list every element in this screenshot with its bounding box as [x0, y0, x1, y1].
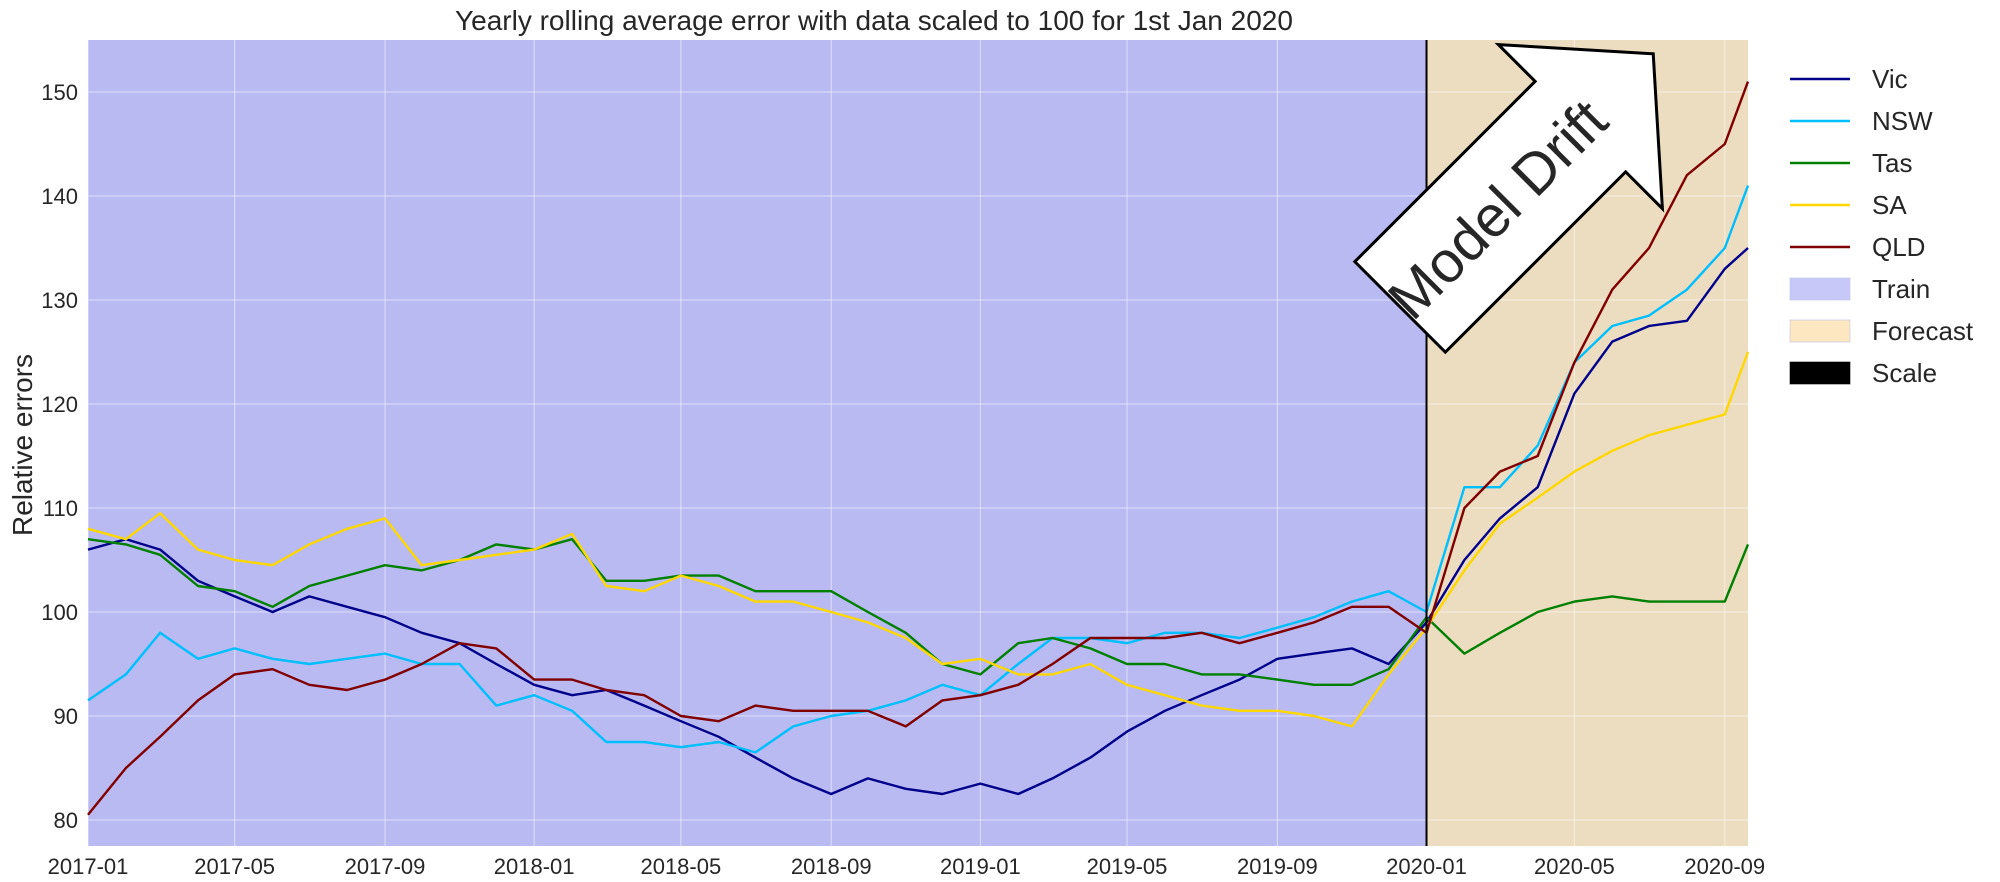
- legend-label: SA: [1872, 190, 1907, 220]
- y-axis-label: Relative errors: [7, 354, 38, 536]
- legend-item-scale: Scale: [1789, 358, 1937, 388]
- legend-label: Forecast: [1872, 316, 1974, 346]
- y-tick-label: 100: [41, 600, 78, 625]
- x-tick-label: 2020-05: [1534, 854, 1615, 879]
- series-line-qld: [87, 81, 1750, 816]
- y-tick-label: 130: [41, 288, 78, 313]
- legend: Vic NSW Tas SA QLD Train Forecast Scale: [1789, 64, 1974, 388]
- x-tick-label: 2017-09: [345, 854, 426, 879]
- y-tick-label: 80: [54, 808, 78, 833]
- legend-item-forecast: Forecast: [1789, 316, 1974, 346]
- legend-item-nsw: NSW: [1790, 106, 1933, 136]
- x-tick-label: 2017-05: [194, 854, 275, 879]
- y-axis-ticks: 80 90 100 110 120 130 140 150: [41, 80, 78, 833]
- legend-swatch: [1789, 361, 1851, 385]
- legend-item-tas: Tas: [1790, 148, 1912, 178]
- x-tick-label: 2018-01: [494, 854, 575, 879]
- legend-label: QLD: [1872, 232, 1925, 262]
- x-tick-label: 2020-01: [1386, 854, 1467, 879]
- legend-item-qld: QLD: [1790, 232, 1925, 262]
- x-tick-label: 2019-05: [1087, 854, 1168, 879]
- legend-item-vic: Vic: [1790, 64, 1908, 94]
- series-lines: [87, 81, 1750, 816]
- series-line-vic: [87, 247, 1749, 796]
- x-tick-label: 2019-09: [1237, 854, 1318, 879]
- legend-label: Vic: [1872, 64, 1908, 94]
- y-tick-label: 110: [43, 496, 78, 521]
- y-tick-label: 150: [41, 80, 78, 105]
- shaded-regions: [88, 40, 1748, 846]
- legend-label: Train: [1872, 274, 1930, 304]
- y-tick-label: 140: [41, 184, 78, 209]
- y-tick-label: 90: [54, 704, 78, 729]
- x-tick-label: 2020-09: [1684, 854, 1765, 879]
- legend-label: NSW: [1872, 106, 1933, 136]
- model-drift-arrow: [1352, 42, 1665, 355]
- legend-label: Tas: [1872, 148, 1912, 178]
- x-tick-label: 2018-09: [791, 854, 872, 879]
- series-line-sa: [87, 351, 1750, 728]
- x-tick-label: 2017-01: [48, 854, 129, 879]
- legend-item-sa: SA: [1790, 190, 1907, 220]
- legend-swatch: [1789, 319, 1851, 343]
- region-train: [88, 40, 1427, 846]
- chart-title: Yearly rolling average error with data s…: [455, 5, 1293, 36]
- legend-label: Scale: [1872, 358, 1937, 388]
- series-line-tas: [87, 538, 1750, 686]
- x-axis-ticks: 2017-01 2017-05 2017-09 2018-01 2018-05 2018-…: [48, 854, 1766, 879]
- x-tick-label: 2018-05: [640, 854, 721, 879]
- y-tick-label: 120: [41, 392, 78, 417]
- series-line-nsw: [87, 185, 1750, 754]
- x-tick-label: 2019-01: [940, 854, 1021, 879]
- legend-item-train: Train: [1789, 274, 1930, 304]
- legend-swatch: [1789, 277, 1851, 301]
